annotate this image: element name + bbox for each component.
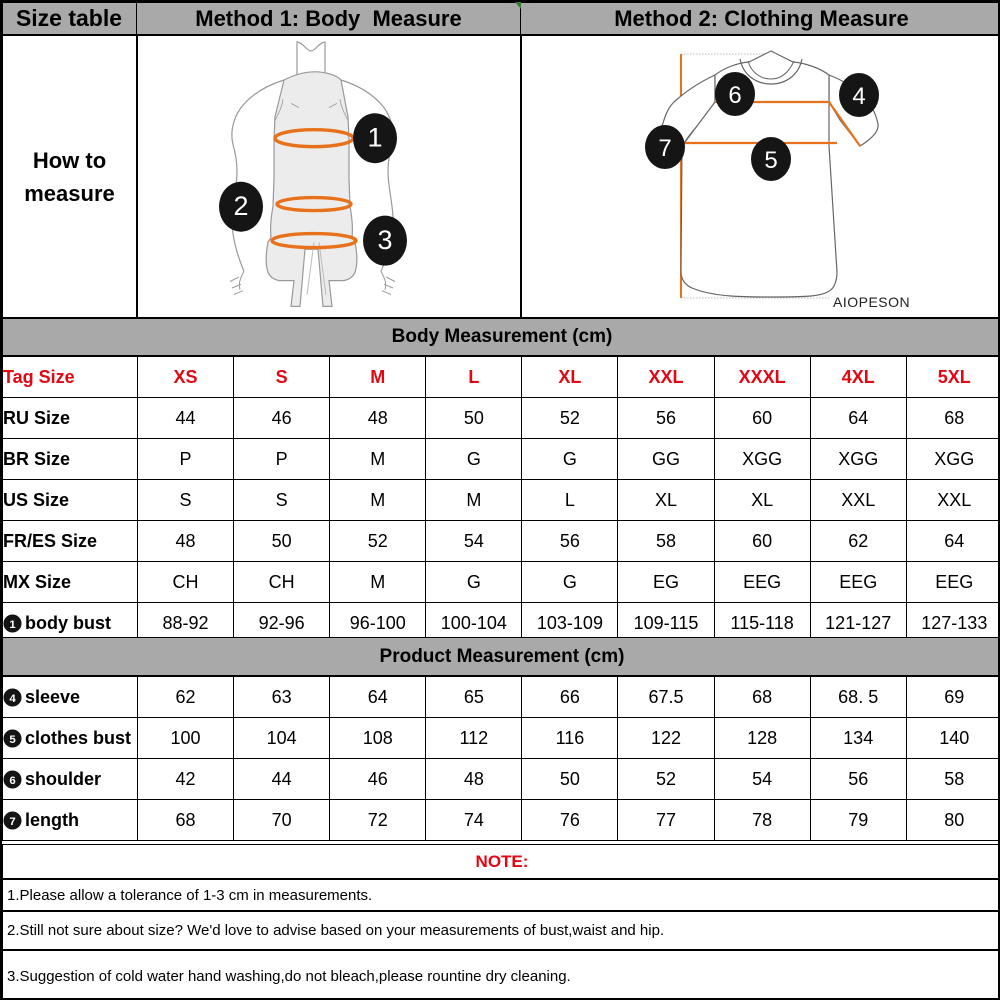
svg-text:4: 4 [852, 83, 865, 110]
svg-text:6: 6 [728, 82, 741, 109]
svg-text:5: 5 [764, 147, 777, 174]
svg-text:7: 7 [9, 815, 15, 827]
svg-text:3: 3 [377, 225, 392, 255]
svg-text:5: 5 [9, 733, 16, 745]
svg-text:7: 7 [658, 135, 671, 162]
svg-text:1: 1 [9, 618, 16, 630]
svg-text:1: 1 [367, 123, 382, 153]
svg-text:6: 6 [9, 774, 15, 786]
svg-text:AIOPESON: AIOPESON [833, 294, 910, 310]
svg-text:2: 2 [233, 191, 248, 221]
svg-text:4: 4 [9, 692, 16, 704]
